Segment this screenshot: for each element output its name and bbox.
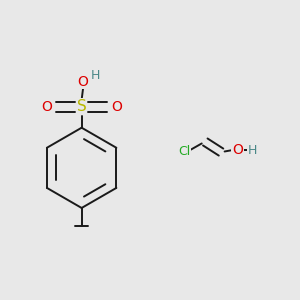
- Text: Cl: Cl: [178, 145, 190, 158]
- Text: H: H: [91, 70, 100, 83]
- Text: S: S: [77, 99, 86, 114]
- Text: O: O: [111, 100, 122, 114]
- Text: O: O: [78, 75, 88, 88]
- Text: O: O: [232, 143, 243, 157]
- Text: O: O: [41, 100, 52, 114]
- Text: H: H: [248, 143, 257, 157]
